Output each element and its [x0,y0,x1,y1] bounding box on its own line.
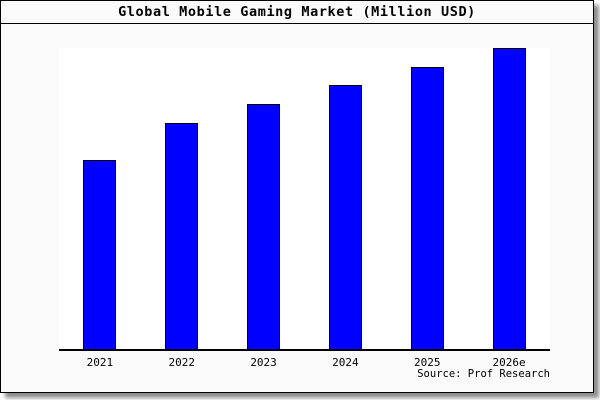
bar-slot-2021 [59,48,141,349]
bar-2021 [83,160,117,349]
x-tick-label-2022: 2022 [168,356,195,369]
bar-slot-2022 [141,48,223,349]
bar-2023 [247,104,281,349]
bar-slot-2023 [223,48,305,349]
source-caption: Source: Prof Research [417,367,550,380]
bar-slot-2024 [304,48,386,349]
bar-2022 [165,123,199,349]
x-tick-label-2026e: 2026e [492,356,526,369]
chart-window: Global Mobile Gaming Market (Million USD… [0,0,594,393]
x-tick-label-2024: 2024 [332,356,359,369]
bar-2024 [328,85,362,349]
bar-slot-2026e [468,48,550,349]
bar-2026e [492,48,526,349]
x-tick-label-2025: 2025 [413,356,441,369]
chart-title: Global Mobile Gaming Market (Million USD… [118,4,476,20]
plot-area [59,48,550,351]
chart-title-bar: Global Mobile Gaming Market (Million USD… [1,1,593,24]
x-axis-tick-labels: 2021 2022 2023 2024 2025 2026e [59,356,550,369]
bar-slot-2025 [386,48,468,349]
x-tick-label-2021: 2021 [86,356,114,369]
bar-2025 [410,67,444,349]
x-tick-label-2023: 2023 [250,356,277,369]
